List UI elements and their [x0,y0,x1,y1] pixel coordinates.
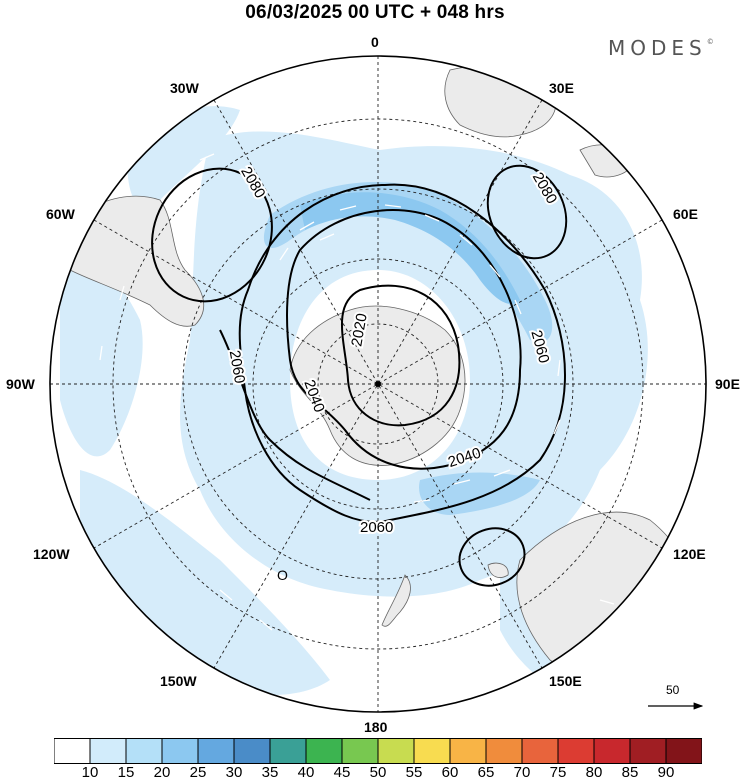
contour-2060 [238,183,566,523]
new-zealand-landmass [381,574,411,627]
colorbar-tick-label: 10 [81,764,99,781]
south-america-landmass [59,195,204,327]
colorbar-swatch [161,738,199,764]
wind-vectors [99,153,615,631]
colorbar-tick-label: 50 [369,764,387,781]
south-pole-marker [375,381,381,387]
colorbar-swatch [54,738,91,764]
meridian-label-180: 180 [364,719,388,735]
meridian-label-90e: 90E [715,376,740,392]
meridian-label-60e: 60E [673,206,698,222]
colorbar-tick-label: 35 [261,764,279,781]
colorbar-swatch [485,738,523,764]
colorbar-tick-label: 65 [477,764,495,781]
brand-logo: MODES© [608,36,714,60]
wind-shading-jet-core-2 [300,192,520,304]
colorbar-tick-label: 15 [117,764,135,781]
colorbar-tick-label: 60 [441,764,459,781]
forecast-title: 06/03/2025 00 UTC + 048 hrs [245,2,505,23]
contour-2060-southwest [219,329,371,501]
contour-2020 [340,284,461,427]
contour-2080-east [486,164,568,260]
colorbar-tick-labels: 10 15 20 25 30 35 40 45 50 55 60 65 70 75 80 85 90 [54,764,702,782]
wind-shading-southwest [80,470,330,695]
colorbar-tick-label: 75 [549,764,567,781]
colorbar-swatch [629,738,667,764]
brand-name: MODES [608,36,707,60]
colorbar-tick-label: 45 [333,764,351,781]
colorbar-swatch [125,738,163,764]
colorbar-tick-label: 70 [513,764,531,781]
colorbar-swatch [665,738,702,764]
meridian-label-150w: 150W [160,673,197,689]
contour-label-2060-east: 2060 [527,328,552,365]
contour-closed-southeast [458,527,526,587]
wind-shading-west-band [60,254,143,457]
reference-vector-label: 50 [666,683,680,697]
low-marker: O [277,567,288,583]
tasmania-landmass [487,562,509,578]
colorbar-swatch [341,738,379,764]
meridian-label-60w: 60W [46,206,75,222]
colorbar-tick-label: 20 [153,764,171,781]
meridian-lines [50,56,706,712]
colorbar-tick-label: 25 [189,764,207,781]
meridian-label-120e: 120E [673,546,706,562]
colorbar-tick-label: 85 [621,764,639,781]
colorbar-swatch [305,738,343,764]
colorbar-tick-label: 80 [585,764,603,781]
colorbar-tick-label: 40 [297,764,315,781]
colorbar-swatch [377,738,415,764]
colorbar-swatch [89,738,127,764]
colorbar-tick-label: 90 [657,764,675,781]
colorbar-tick-label: 55 [405,764,423,781]
wind-shading-jet-core [263,182,553,343]
colorbar-swatch [449,738,487,764]
colorbar-swatch [521,738,559,764]
meridian-label-0: 0 [371,34,379,50]
colorbar-swatch [593,738,631,764]
geopotential-contours [151,164,568,587]
meridian-label-30e: 30E [549,80,574,96]
colorbar-swatch [269,738,307,764]
map-border [49,55,707,713]
meridian-label-150e: 150E [549,673,582,689]
meridian-label-30w: 30W [170,80,199,96]
meridian-label-120w: 120W [33,546,70,562]
brand-mark: © [706,38,714,46]
contour-label-2060-south: 2060 [360,519,393,536]
contour-2080-west [151,167,273,303]
colorbar [54,738,702,764]
colorbar-swatch [557,738,595,764]
colorbar-tick-label: 30 [225,764,243,781]
meridian-label-90w: 90W [6,376,35,392]
contour-2040 [286,209,522,470]
colorbar-swatch [197,738,235,764]
colorbar-swatch [233,738,271,764]
colorbar-swatch [413,738,451,764]
